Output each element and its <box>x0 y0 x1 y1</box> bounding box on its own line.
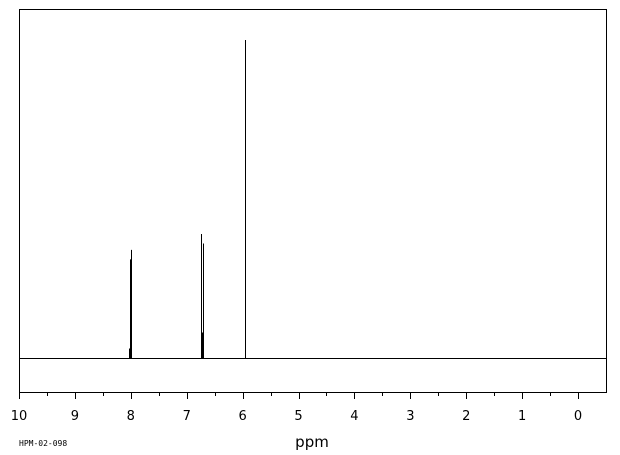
x-axis-tick-labels: 10 9 8 7 6 5 4 3 2 1 0 <box>11 409 582 424</box>
x-tick-label: 5 <box>294 409 302 424</box>
x-tick-label: 1 <box>518 409 526 424</box>
plot-frame <box>19 9 607 393</box>
x-axis-ticks <box>19 392 579 399</box>
x-tick-label: 3 <box>406 409 414 424</box>
x-tick-label: 6 <box>238 409 246 424</box>
spectrum-peaks <box>129 40 246 358</box>
x-tick-label: 0 <box>574 409 582 424</box>
x-tick-label: 7 <box>183 409 191 424</box>
x-tick-label: 4 <box>350 409 358 424</box>
x-tick-label: 8 <box>127 409 135 424</box>
x-tick-label: 9 <box>71 409 79 424</box>
x-tick-label: 2 <box>462 409 470 424</box>
x-tick-label: 10 <box>11 409 28 424</box>
x-axis-title: ppm <box>295 433 329 451</box>
sample-code: HPM-02-098 <box>19 439 67 448</box>
